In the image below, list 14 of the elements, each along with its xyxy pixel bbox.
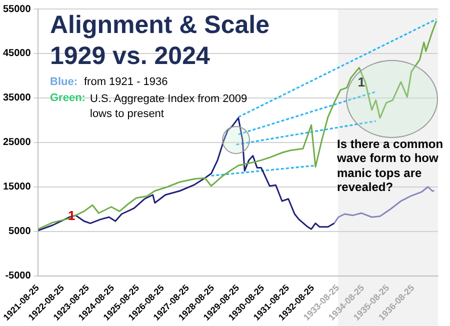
- y-tick-label: 35000: [2, 92, 32, 104]
- y-tick-label: 55000: [2, 4, 32, 15]
- y-tick-label: 45000: [2, 48, 32, 60]
- annotation: Blue:: [50, 76, 78, 88]
- y-tick-label: -5000: [5, 270, 32, 282]
- annotation: Is there a common wave form to how manic tops are revealed?: [337, 137, 444, 195]
- y-tick-label: 15000: [2, 182, 32, 193]
- y-tick-label: 25000: [2, 137, 32, 148]
- annotation: U.S. Aggregate Index from 2009 lows to present: [90, 92, 248, 122]
- text: Alignment & Scale 1929 vs. 2024: [50, 10, 270, 72]
- y-tick-label: 5000: [8, 226, 32, 238]
- annotation: Green:: [50, 92, 86, 104]
- annotation: from 1921 - 1936: [84, 76, 168, 88]
- annotation: 1: [358, 74, 365, 90]
